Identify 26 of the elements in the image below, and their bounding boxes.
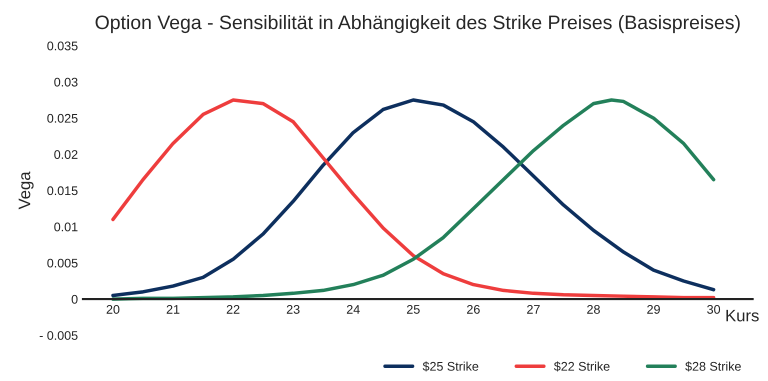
- x-tick-label: 20: [106, 304, 120, 314]
- y-tick-label: - 0.005: [40, 331, 78, 340]
- y-tick-label: 0.035: [47, 42, 78, 50]
- y-tick-label: 0.03: [54, 78, 78, 87]
- x-tick-label: 22: [226, 304, 240, 314]
- y-tick-label: 0: [72, 294, 78, 304]
- x-tick-label: 26: [467, 304, 480, 314]
- legend-label: $28 Strike: [685, 361, 741, 372]
- x-tick-label: 28: [587, 304, 600, 314]
- x-tick-label: 21: [166, 304, 180, 314]
- y-tick-label: 0.02: [54, 150, 78, 159]
- chart-title: Option Vega - Sensibilität in Abhängigkeit des Strike Preises (Basispreises): [96, 14, 740, 34]
- y-tick-label: 0.015: [47, 186, 78, 196]
- x-tick-label: 27: [527, 304, 540, 314]
- y-axis-title: Vega: [18, 171, 34, 210]
- legend-label: $22 Strike: [554, 361, 610, 372]
- x-tick-label: 25: [406, 304, 420, 314]
- y-tick-label: 0.025: [47, 114, 78, 123]
- y-tick-label: 0.01: [54, 222, 78, 232]
- x-tick-label: 30: [707, 304, 720, 314]
- x-axis-title: Kurs: [726, 310, 759, 322]
- x-tick-label: 24: [346, 304, 360, 314]
- x-tick-label: 29: [647, 304, 660, 314]
- legend-label: $25 Strike: [422, 361, 478, 372]
- x-tick-label: 23: [286, 304, 300, 314]
- y-tick-label: 0.005: [47, 258, 78, 268]
